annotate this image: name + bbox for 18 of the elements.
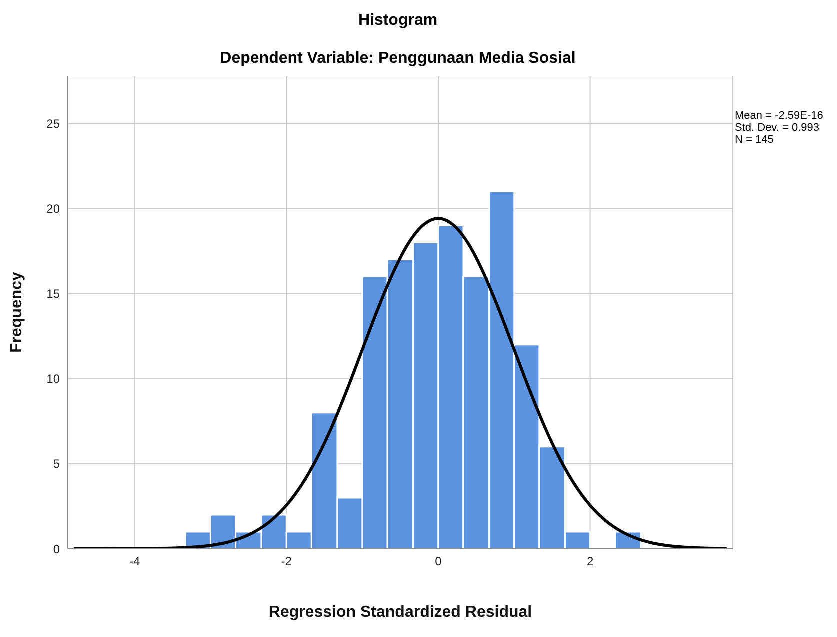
y-tick-label: 15 [46, 287, 60, 302]
text: Mean = -2.59E-16 [735, 110, 824, 122]
x-tick-label: -2 [281, 554, 292, 569]
text: Std. Dev. = 0.993 [735, 122, 820, 134]
line-series [72, 217, 728, 549]
x-tick-label: -4 [129, 554, 140, 569]
x-axis-title: Regression Standardized Residual [268, 604, 532, 621]
text: N = 145 [735, 134, 775, 146]
y-axis-title: Frequency [8, 272, 26, 353]
chart-subtitle: Dependent Variable: Penggunaan Media Sosial [219, 50, 577, 68]
x-tick-label: 0 [435, 554, 442, 569]
chart-title: Histogram [357, 12, 439, 30]
x-tick-label: 2 [586, 554, 594, 569]
y-tick-label: 20 [46, 202, 60, 216]
y-tick-label: 0 [53, 542, 60, 556]
y-tick-label: 5 [53, 457, 60, 472]
y-tick-label: 25 [46, 116, 60, 131]
y-tick-label: 10 [46, 372, 60, 386]
